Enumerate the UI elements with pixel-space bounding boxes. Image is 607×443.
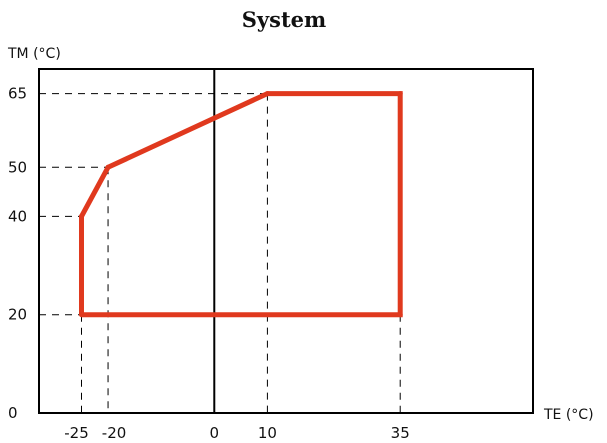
y-tick-labels: 0 20 40 50 65 xyxy=(8,85,27,422)
dashed-guide-lines xyxy=(39,93,401,413)
envelope-vertex xyxy=(78,312,84,318)
x-tick-label: -20 xyxy=(102,424,127,442)
chart-title: System xyxy=(242,7,326,32)
envelope-vertex xyxy=(264,91,270,97)
envelope-vertex xyxy=(397,91,403,97)
x-axis-label: TE (°C) xyxy=(543,407,594,423)
y-tick-label: 40 xyxy=(8,207,27,225)
y-tick-label: 50 xyxy=(8,158,27,176)
x-tick-label: -25 xyxy=(64,424,89,442)
x-tick-label: 0 xyxy=(210,424,220,442)
envelope-vertex xyxy=(397,312,403,318)
envelope-outline xyxy=(78,91,403,318)
y-tick-label: 0 xyxy=(8,404,18,422)
x-tick-label: 35 xyxy=(391,424,410,442)
plot-frame xyxy=(38,68,534,414)
envelope-vertex xyxy=(78,213,84,219)
y-axis-label: TM (°C) xyxy=(7,46,61,62)
y-tick-label: 65 xyxy=(8,85,27,103)
x-tick-label: 10 xyxy=(258,424,277,442)
y-tick-label: 20 xyxy=(8,306,27,324)
envelope-vertex xyxy=(105,164,111,170)
x-tick-labels: -25 -20 0 10 35 xyxy=(64,424,410,442)
